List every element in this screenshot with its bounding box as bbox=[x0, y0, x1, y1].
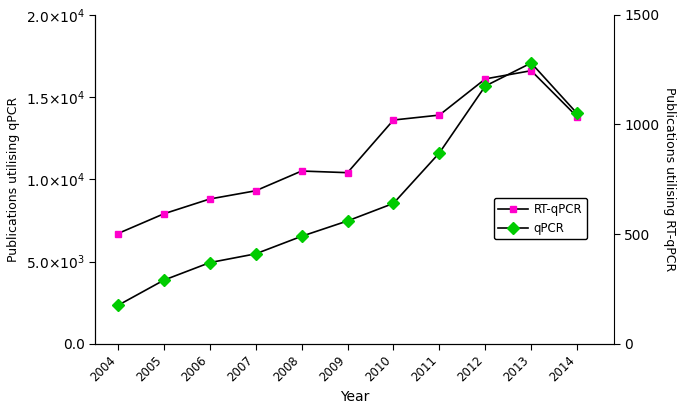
qPCR bbox=[482, 83, 490, 88]
Line: qPCR: qPCR bbox=[114, 59, 581, 309]
qPCR bbox=[389, 201, 398, 206]
qPCR bbox=[527, 60, 535, 65]
RT-qPCR bbox=[573, 114, 581, 119]
RT-qPCR bbox=[435, 113, 443, 118]
Y-axis label: Publications utilising RT-qPCR: Publications utilising RT-qPCR bbox=[663, 87, 676, 271]
Y-axis label: Publications utilising qPCR: Publications utilising qPCR bbox=[7, 97, 20, 262]
qPCR bbox=[251, 252, 260, 256]
qPCR bbox=[160, 278, 168, 283]
RT-qPCR bbox=[114, 231, 122, 236]
qPCR bbox=[298, 234, 306, 239]
qPCR bbox=[573, 111, 581, 116]
RT-qPCR bbox=[344, 170, 352, 175]
RT-qPCR bbox=[482, 76, 490, 81]
Legend: RT-qPCR, qPCR: RT-qPCR, qPCR bbox=[494, 198, 587, 240]
RT-qPCR bbox=[298, 169, 306, 173]
qPCR bbox=[206, 260, 214, 265]
qPCR bbox=[344, 219, 352, 224]
RT-qPCR bbox=[160, 211, 168, 216]
Line: RT-qPCR: RT-qPCR bbox=[115, 67, 581, 237]
RT-qPCR bbox=[389, 118, 398, 122]
qPCR bbox=[435, 150, 443, 155]
X-axis label: Year: Year bbox=[339, 390, 369, 404]
RT-qPCR bbox=[251, 188, 260, 193]
qPCR bbox=[114, 303, 122, 308]
RT-qPCR bbox=[527, 68, 535, 73]
RT-qPCR bbox=[206, 196, 214, 201]
